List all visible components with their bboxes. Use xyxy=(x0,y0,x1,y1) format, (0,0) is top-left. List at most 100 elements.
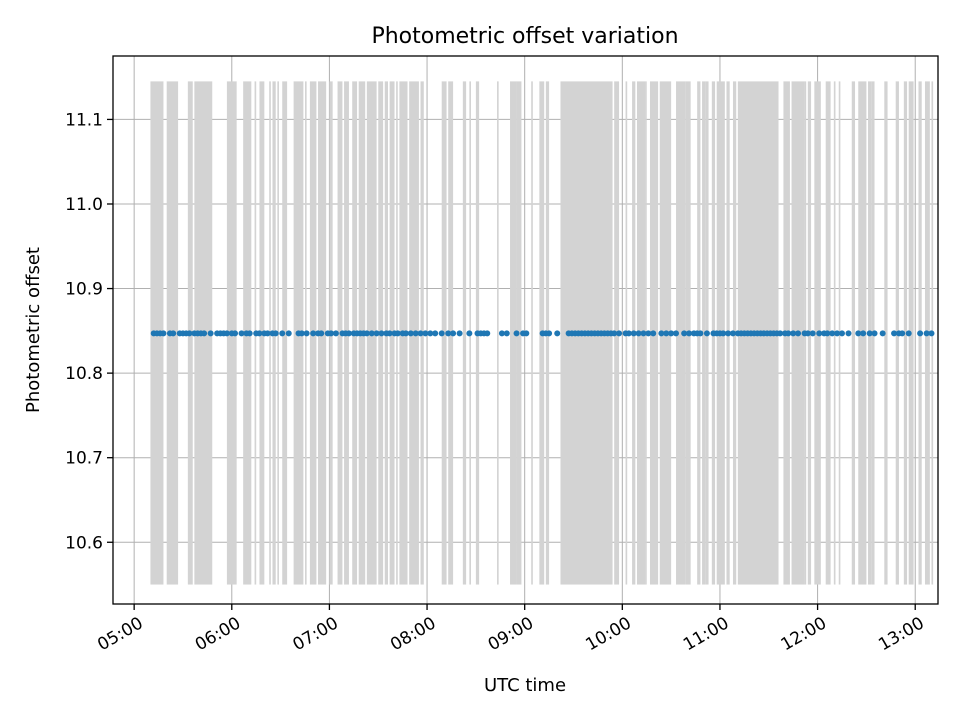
data-point xyxy=(928,330,935,337)
y-tick-label: 10.9 xyxy=(65,280,103,300)
data-point xyxy=(616,330,623,337)
data-point xyxy=(625,330,632,337)
data-point xyxy=(871,330,878,337)
data-point xyxy=(207,330,214,337)
data-point xyxy=(368,330,375,337)
data-point xyxy=(310,330,317,337)
data-point xyxy=(785,330,792,337)
data-point xyxy=(223,330,230,337)
observation-band xyxy=(531,81,533,585)
data-point xyxy=(650,330,657,337)
data-point xyxy=(729,330,736,337)
data-point xyxy=(264,330,271,337)
data-point xyxy=(630,330,637,337)
data-point xyxy=(546,330,553,337)
data-point xyxy=(484,330,491,337)
data-point xyxy=(645,330,652,337)
y-tick-label: 10.7 xyxy=(65,449,103,469)
observation-band xyxy=(676,81,686,585)
data-point xyxy=(427,330,434,337)
data-point xyxy=(498,330,505,337)
data-point xyxy=(417,330,424,337)
observation-band xyxy=(851,81,856,585)
observation-band xyxy=(462,81,467,585)
data-point xyxy=(668,330,675,337)
data-point xyxy=(466,330,473,337)
data-point xyxy=(378,330,385,337)
observation-band xyxy=(884,81,888,585)
data-point xyxy=(917,330,924,337)
data-point xyxy=(923,330,930,337)
data-point xyxy=(345,330,352,337)
data-point xyxy=(513,330,520,337)
data-point xyxy=(905,330,912,337)
chart-title: Photometric offset variation xyxy=(371,24,678,49)
data-point xyxy=(256,330,263,337)
data-point xyxy=(855,330,862,337)
data-point xyxy=(438,330,445,337)
observation-band xyxy=(702,81,706,585)
data-point xyxy=(790,330,797,337)
data-point xyxy=(186,330,193,337)
data-point xyxy=(160,330,167,337)
data-point xyxy=(860,330,867,337)
data-point xyxy=(686,330,693,337)
data-point xyxy=(611,330,618,337)
data-point xyxy=(503,330,510,337)
data-point xyxy=(845,330,852,337)
data-point xyxy=(201,330,208,337)
observation-band xyxy=(510,81,517,585)
y-tick-label: 10.8 xyxy=(65,364,103,384)
data-point xyxy=(640,330,647,337)
data-point xyxy=(386,330,393,337)
data-point xyxy=(658,330,665,337)
plot-frame xyxy=(112,55,939,605)
data-point xyxy=(373,330,380,337)
data-point xyxy=(246,330,253,337)
data-point xyxy=(318,330,325,337)
data-point xyxy=(824,330,831,337)
data-point xyxy=(663,330,670,337)
data-point xyxy=(777,330,784,337)
observation-band xyxy=(497,81,499,585)
data-point xyxy=(445,330,452,337)
data-point xyxy=(432,330,439,337)
data-point xyxy=(838,330,845,337)
data-point xyxy=(795,330,802,337)
data-point xyxy=(363,330,370,337)
data-point xyxy=(681,330,688,337)
data-point xyxy=(673,330,680,337)
data-point xyxy=(298,330,305,337)
observation-band xyxy=(560,81,567,585)
data-point xyxy=(279,330,286,337)
data-point xyxy=(402,330,409,337)
data-point xyxy=(899,330,906,337)
data-points xyxy=(150,330,935,337)
data-point xyxy=(697,330,704,337)
data-point xyxy=(725,330,732,337)
data-point xyxy=(412,330,419,337)
y-tick-label: 11.0 xyxy=(65,195,103,215)
y-tick-label: 11.1 xyxy=(65,110,103,130)
data-point xyxy=(272,330,279,337)
data-point xyxy=(879,330,886,337)
data-point xyxy=(809,330,816,337)
y-axis-label: Photometric offset xyxy=(23,247,44,413)
data-point xyxy=(816,330,823,337)
data-point xyxy=(866,330,873,337)
data-point xyxy=(554,330,561,337)
data-point xyxy=(703,330,710,337)
data-point xyxy=(720,330,727,337)
data-point xyxy=(170,330,177,337)
data-point xyxy=(829,330,836,337)
data-point xyxy=(232,330,239,337)
x-axis-label: UTC time xyxy=(484,675,566,696)
data-point xyxy=(456,330,463,337)
data-point xyxy=(332,330,339,337)
data-point xyxy=(422,330,429,337)
data-point xyxy=(407,330,414,337)
data-point xyxy=(450,330,457,337)
data-point xyxy=(328,330,335,337)
data-point xyxy=(635,330,642,337)
